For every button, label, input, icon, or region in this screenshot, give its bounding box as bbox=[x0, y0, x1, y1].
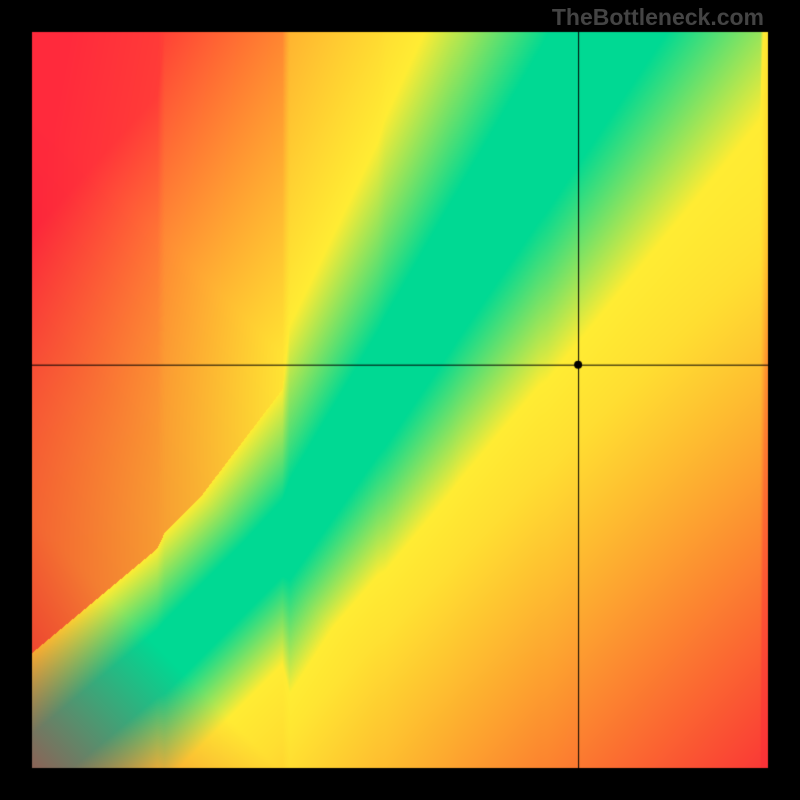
bottleneck-heatmap bbox=[0, 0, 800, 800]
watermark-text: TheBottleneck.com bbox=[552, 4, 764, 31]
chart-container: TheBottleneck.com bbox=[0, 0, 800, 800]
